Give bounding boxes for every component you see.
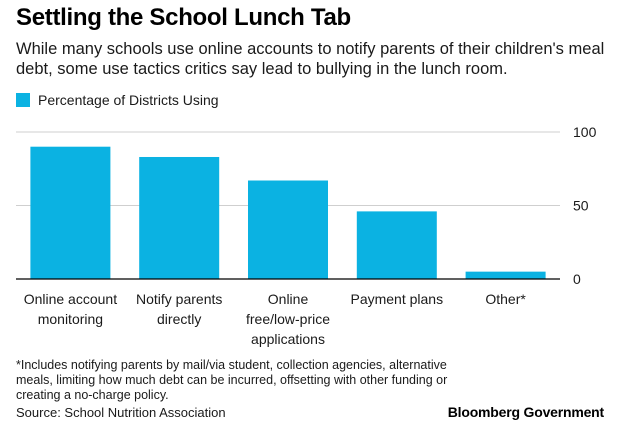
legend-swatch <box>16 93 30 107</box>
legend: Percentage of Districts Using <box>16 92 219 108</box>
x-tick-label: monitoring <box>38 311 103 327</box>
x-tick-label: free/low-price <box>246 311 330 327</box>
y-tick-label: 50 <box>573 198 589 214</box>
legend-label: Percentage of Districts Using <box>38 92 219 108</box>
x-tick-label: Other* <box>485 291 526 307</box>
footnote: *Includes notifying parents by mail/via … <box>16 358 448 402</box>
x-tick-label: Payment plans <box>350 291 443 307</box>
bar-chart: 0 50 100 Online account monitoring Notify par… <box>16 124 597 347</box>
chart-title: Settling the School Lunch Tab <box>16 4 351 31</box>
source-note: Source: School Nutrition Association <box>16 405 226 420</box>
x-tick-label: directly <box>157 311 201 327</box>
bar <box>356 211 437 279</box>
chart-subtitle: While many schools use online accounts t… <box>16 40 605 78</box>
x-tick-label: Online <box>268 291 309 307</box>
x-tick-label: Notify parents <box>136 291 222 307</box>
brand-logo: Bloomberg Government <box>447 404 604 420</box>
x-tick-label: Online account <box>24 291 118 307</box>
bar <box>248 180 328 279</box>
bar <box>465 271 546 279</box>
bar <box>139 156 220 279</box>
y-tick-label: 100 <box>573 124 597 140</box>
x-tick-label: applications <box>251 331 325 347</box>
bar <box>30 146 111 279</box>
y-tick-label: 0 <box>573 271 581 287</box>
